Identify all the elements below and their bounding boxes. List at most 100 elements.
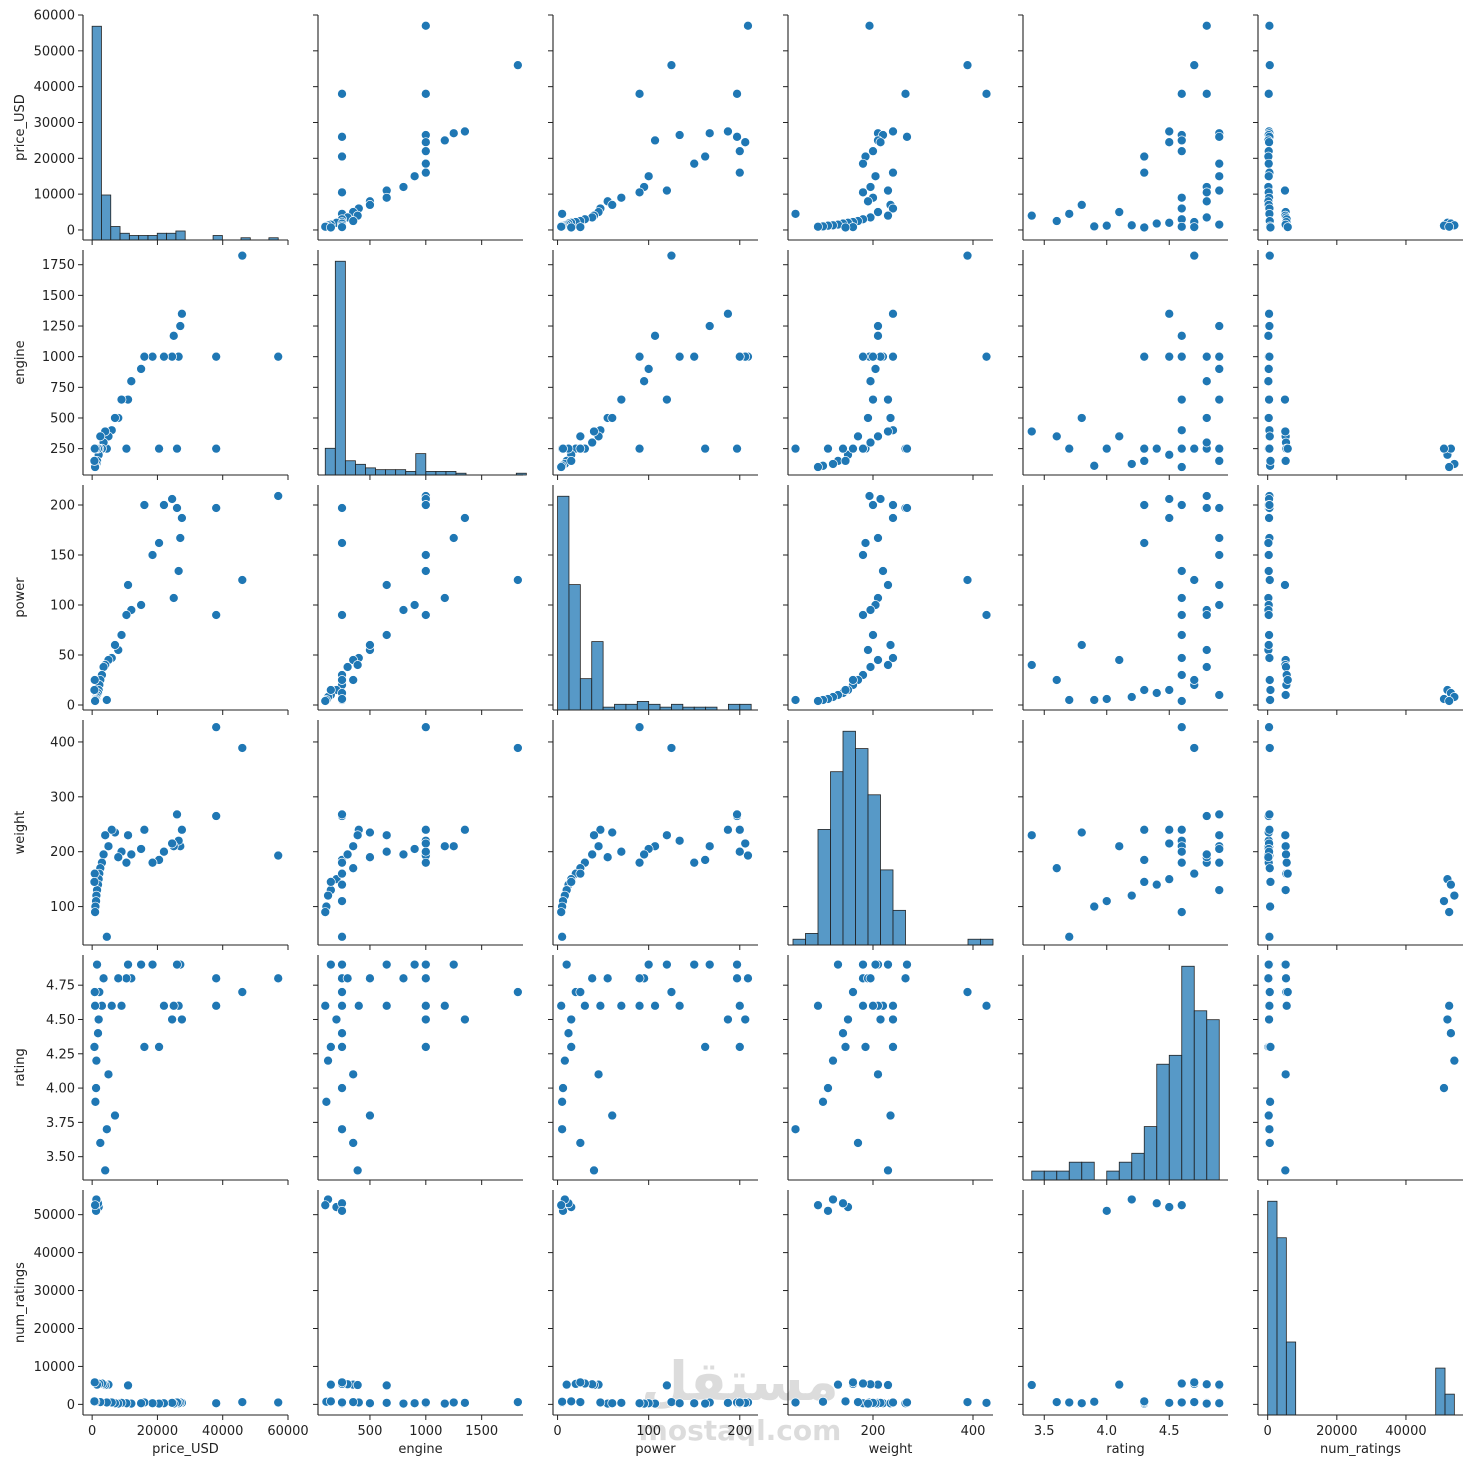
scatter-point xyxy=(513,60,523,71)
scatter-point xyxy=(828,1194,838,1205)
scatter-point xyxy=(1076,640,1087,650)
scatter-point xyxy=(323,1055,333,1066)
scatter-point xyxy=(643,171,654,182)
scatter-point xyxy=(439,135,450,146)
y-tick-label: 100 xyxy=(50,900,75,915)
scatter-point xyxy=(337,1206,347,1216)
scatter-point xyxy=(147,857,158,868)
scatter-point xyxy=(875,494,886,504)
scatter-point xyxy=(863,1398,873,1409)
hist-bar xyxy=(792,938,806,946)
scatter-point xyxy=(123,830,133,841)
hist-bar xyxy=(625,703,638,711)
scatter-point xyxy=(237,743,248,753)
scatter-point xyxy=(888,1000,898,1011)
scatter-point xyxy=(1264,431,1275,442)
scatter-point xyxy=(700,1042,711,1052)
hist-bar xyxy=(355,463,366,476)
scatter-point xyxy=(607,200,618,210)
scatter-point xyxy=(168,593,179,603)
scatter-point xyxy=(159,846,169,857)
scatter-point xyxy=(1214,503,1225,513)
scatter-point xyxy=(1151,218,1162,229)
scatter-point xyxy=(136,364,146,374)
scatter-point xyxy=(1189,60,1200,71)
scatter-point xyxy=(1126,459,1137,469)
scatter-point xyxy=(337,503,347,513)
scatter-point xyxy=(700,151,711,162)
scatter-point xyxy=(136,959,146,970)
scatter-point xyxy=(139,500,150,510)
scatter-point xyxy=(561,1379,572,1390)
scatter-point xyxy=(1264,675,1275,685)
scatter-point xyxy=(1189,443,1200,454)
scatter-point xyxy=(513,575,523,585)
scatter-point xyxy=(723,308,733,319)
hist-bar xyxy=(212,235,223,241)
scatter-point xyxy=(101,1124,112,1135)
scatter-point xyxy=(689,959,700,970)
scatter-point xyxy=(1264,743,1275,753)
scatter-point xyxy=(154,538,164,548)
scatter-point xyxy=(662,394,672,405)
x-tick-label: 200 xyxy=(861,1424,886,1439)
scatter-point xyxy=(853,1138,863,1148)
hist-bar xyxy=(1106,1170,1120,1181)
scatter-point xyxy=(1264,250,1275,261)
scatter-point xyxy=(460,126,470,137)
scatter-point xyxy=(1189,250,1200,261)
scatter-point xyxy=(566,222,577,233)
scatter-point xyxy=(1263,566,1274,576)
scatter-point xyxy=(168,1000,179,1011)
y-tick-label: 30000 xyxy=(34,1284,75,1299)
scatter-point xyxy=(352,1380,363,1390)
y-tick-label: 0 xyxy=(67,699,75,714)
scatter-point xyxy=(1281,1000,1292,1011)
scatter-point xyxy=(381,1000,392,1011)
scatter-point xyxy=(1176,610,1187,620)
scatter-point xyxy=(1026,660,1037,670)
scatter-point xyxy=(337,809,347,820)
scatter-point xyxy=(352,660,363,670)
scatter-point xyxy=(1176,221,1187,232)
hist-bar xyxy=(324,447,336,476)
scatter-point xyxy=(870,171,881,182)
x-axis-label: engine xyxy=(398,1442,442,1457)
scatter-point xyxy=(734,1000,745,1011)
scatter-point xyxy=(1176,203,1187,214)
scatter-point xyxy=(740,838,751,849)
scatter-point xyxy=(126,376,137,387)
scatter-point xyxy=(1139,877,1150,887)
scatter-point xyxy=(1214,885,1225,895)
scatter-point xyxy=(558,443,568,454)
scatter-point xyxy=(723,1398,733,1408)
scatter-point xyxy=(1139,151,1150,162)
scatter-point xyxy=(420,500,431,510)
scatter-point xyxy=(337,88,347,99)
x-tick-label: 0 xyxy=(88,1424,96,1439)
scatter-point xyxy=(1214,351,1225,362)
scatter-point xyxy=(674,351,685,362)
scatter-point xyxy=(885,640,896,650)
scatter-point xyxy=(575,443,586,454)
scatter-point xyxy=(420,857,431,868)
scatter-point xyxy=(1201,376,1212,387)
scatter-point xyxy=(858,158,868,169)
scatter-point xyxy=(172,503,182,513)
scatter-point xyxy=(409,844,420,854)
scatter-point xyxy=(1139,456,1150,466)
scatter-point xyxy=(1265,1042,1276,1052)
scatter-point xyxy=(1264,653,1275,663)
hist-bar xyxy=(568,584,581,711)
scatter-point xyxy=(337,1028,347,1039)
scatter-point xyxy=(1263,959,1274,970)
scatter-point xyxy=(865,437,876,448)
scatter-point xyxy=(1263,973,1274,984)
scatter-point xyxy=(337,1000,347,1011)
scatter-point xyxy=(147,351,158,362)
scatter-point xyxy=(833,1379,843,1390)
scatter-point xyxy=(1264,1014,1274,1025)
scatter-point xyxy=(674,130,685,140)
hist-bar xyxy=(1068,1161,1083,1181)
scatter-point xyxy=(381,959,392,970)
